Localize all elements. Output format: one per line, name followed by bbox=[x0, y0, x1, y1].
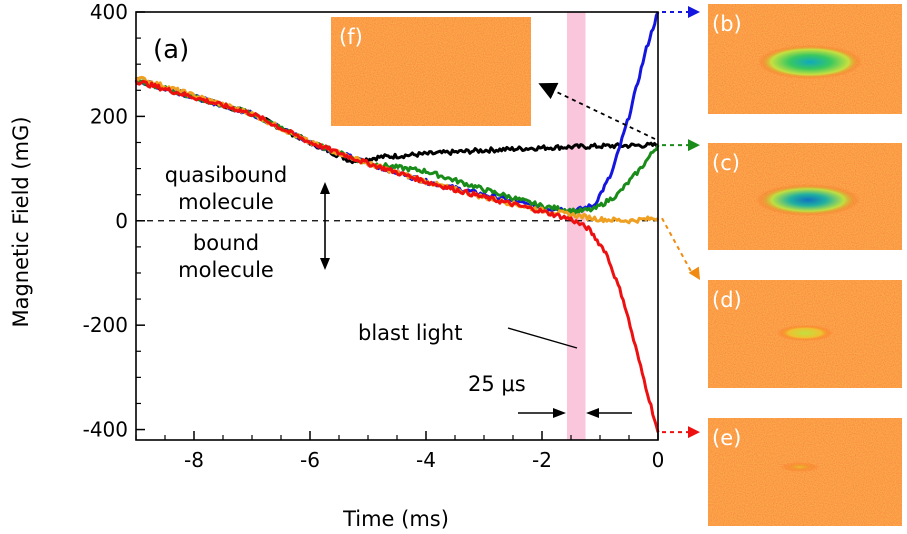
inset-e: (e) bbox=[708, 418, 902, 526]
inset-c: (c) bbox=[708, 143, 902, 250]
inset-b: (b) bbox=[708, 4, 902, 114]
x-axis-label: Time (ms) bbox=[342, 507, 449, 531]
duration-label: 25 μs bbox=[468, 372, 526, 396]
tick-layer: -8 -6 -4 -2 0 400 200 0 -200 -400 bbox=[83, 0, 665, 472]
quasibound-label-1: quasibound bbox=[165, 163, 287, 187]
bound-label-2: molecule bbox=[178, 258, 274, 282]
y-tick-label: 200 bbox=[90, 104, 128, 128]
inset-b-label: (b) bbox=[712, 12, 742, 36]
duration-arrows bbox=[518, 408, 632, 418]
inset-d: (d) bbox=[708, 280, 902, 388]
blast-light-band bbox=[566, 12, 586, 440]
inset-arrow-head bbox=[688, 139, 700, 152]
arrow-to-f bbox=[538, 82, 656, 140]
y-tick-label: 0 bbox=[115, 209, 128, 233]
inset-arrow-head bbox=[688, 266, 700, 280]
blast-light-label: blast light bbox=[358, 321, 462, 345]
inset-arrow-head bbox=[688, 426, 700, 439]
blast-light-pointer bbox=[507, 327, 578, 349]
right-arrows bbox=[661, 6, 700, 439]
inset-d-label: (d) bbox=[712, 288, 742, 312]
y-axis-label: Magnetic Field (mG) bbox=[9, 116, 33, 327]
x-tick-label: -6 bbox=[300, 448, 320, 472]
x-tick-label: -4 bbox=[416, 448, 436, 472]
panel-label-a: (a) bbox=[153, 35, 189, 65]
y-tick-label: 400 bbox=[90, 0, 128, 24]
x-tick-label: 0 bbox=[652, 448, 665, 472]
double-arrow bbox=[320, 182, 330, 270]
y-tick-label: -200 bbox=[83, 313, 128, 337]
x-tick-label: -2 bbox=[532, 448, 552, 472]
quasibound-label-2: molecule bbox=[178, 190, 274, 214]
series-layer bbox=[134, 11, 660, 433]
series-line-4 bbox=[134, 80, 660, 433]
x-tick-label: -8 bbox=[184, 448, 204, 472]
y-tick-label: -400 bbox=[83, 418, 128, 442]
inset-f-label: (f) bbox=[339, 25, 363, 49]
inset-f: (f) bbox=[331, 17, 531, 126]
bound-label-1: bound bbox=[193, 231, 259, 255]
inset-e-label: (e) bbox=[712, 426, 741, 450]
inset-arrow-head bbox=[688, 6, 700, 18]
inset-c-label: (c) bbox=[712, 151, 740, 175]
inset-arrow-line bbox=[661, 217, 693, 274]
